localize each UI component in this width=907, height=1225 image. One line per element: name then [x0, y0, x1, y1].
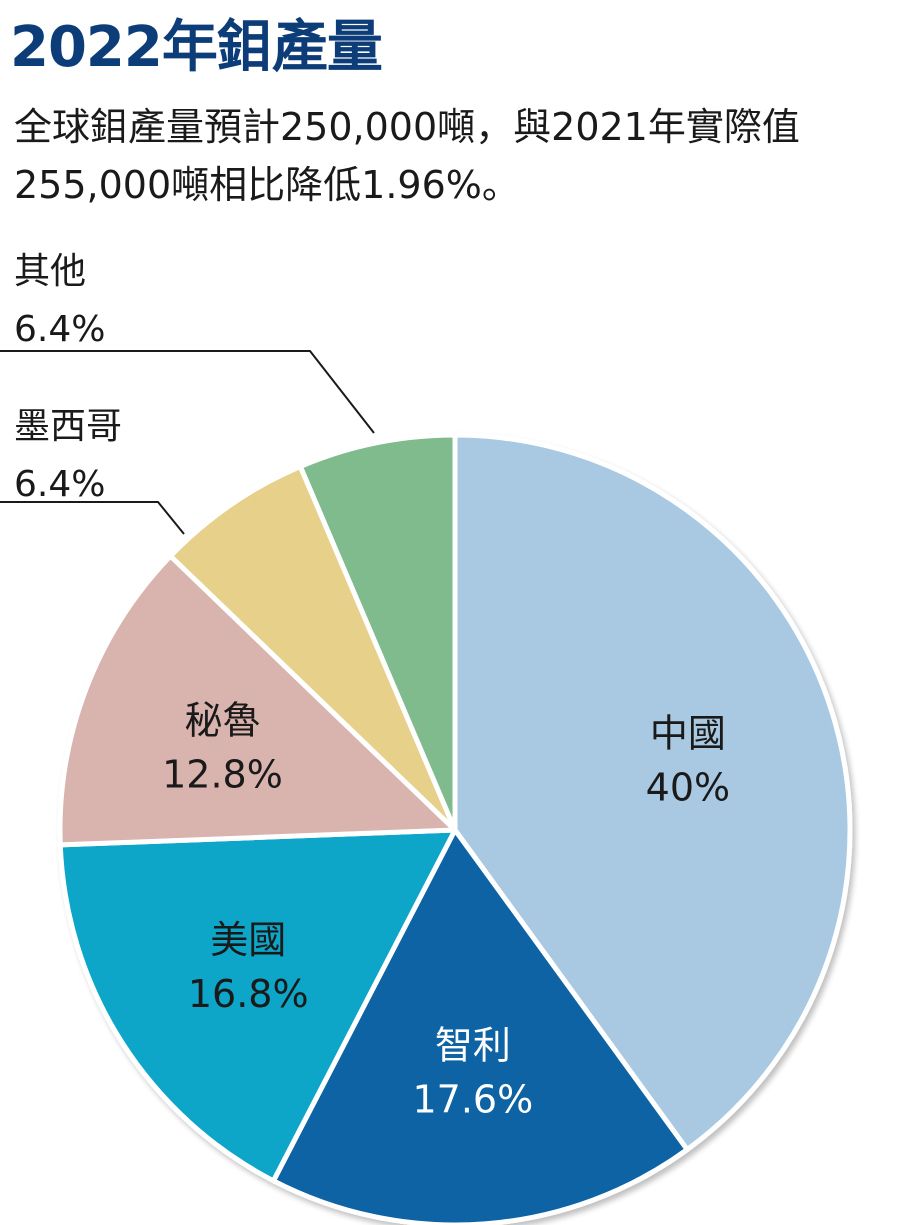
slice-0	[452, 432, 853, 1153]
slice-3	[57, 553, 458, 848]
slice-name-label-5: 其他	[14, 251, 86, 292]
slice-name-label-0: 中國	[650, 711, 726, 755]
slice-5	[297, 432, 458, 833]
slice-value-label-4: 6.4%	[14, 464, 105, 505]
slice-1	[270, 827, 690, 1225]
chart-title: 2022年鉬產量	[10, 15, 383, 80]
leader-line-5	[0, 350, 375, 434]
slice-name-label-4: 墨西哥	[14, 406, 122, 447]
slice-2	[57, 827, 458, 1184]
leader-line-4	[0, 501, 185, 535]
slice-value-label-1: 17.6%	[412, 1077, 533, 1121]
slice-4	[167, 464, 458, 833]
slice-name-label-1: 智利	[435, 1023, 511, 1067]
slice-name-label-2: 美國	[210, 918, 286, 962]
slice-value-label-5: 6.4%	[14, 309, 105, 350]
slice-value-label-3: 12.8%	[162, 752, 283, 796]
slice-value-label-2: 16.8%	[188, 972, 309, 1016]
chart-subtitle: 全球鉬產量預計250,000噸，與2021年實際值255,000噸相比降低1.9…	[14, 105, 800, 207]
slice-value-label-0: 40%	[646, 765, 730, 809]
slice-name-label-3: 秘魯	[184, 698, 260, 742]
